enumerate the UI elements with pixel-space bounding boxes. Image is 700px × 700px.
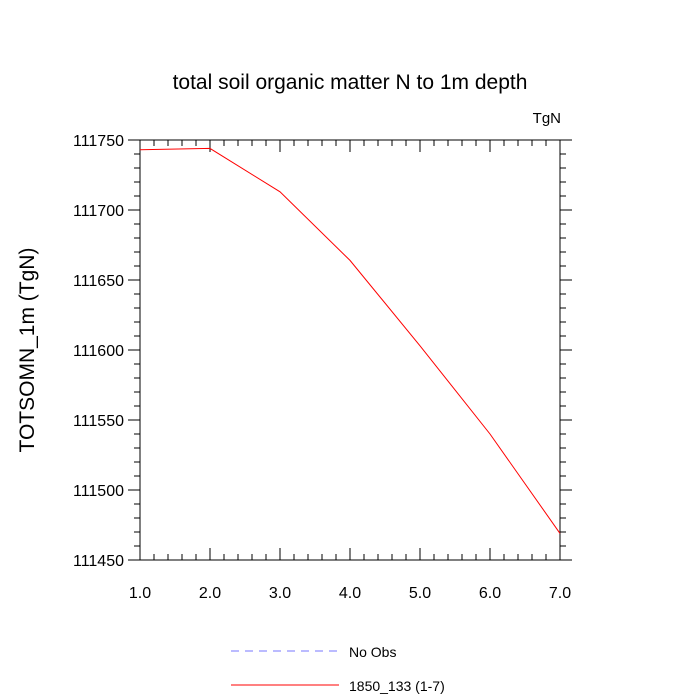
y-tick-label: 111650: [73, 273, 124, 290]
y-tick-label: 111550: [73, 413, 124, 430]
y-tick-label: 111500: [73, 483, 124, 500]
series-line-0: [139, 147, 561, 534]
y-tick-labels: 111450 111500 111550 111600 111650 111700 1117…: [73, 133, 124, 570]
x-tick-label: 1.0: [129, 585, 151, 602]
x-tick-label: 5.0: [409, 585, 431, 602]
x-tick-label: 4.0: [339, 585, 361, 602]
x-tick-label: 7.0: [549, 585, 571, 602]
x-tick-label: 6.0: [479, 585, 501, 602]
units-label: TgN: [533, 110, 561, 127]
legend: No Obs 1850_133 (1-7): [231, 644, 445, 694]
plot-frame: [139, 139, 561, 561]
y-axis-title: TOTSOMN_1m (TgN): [16, 248, 39, 453]
x-tick-label: 3.0: [269, 585, 291, 602]
y-tick-label: 111750: [73, 133, 124, 150]
y-tick-label: 111450: [73, 553, 124, 570]
legend-label-no-obs: No Obs: [349, 644, 396, 660]
series-layer: [139, 147, 561, 534]
chart-title: total soil organic matter N to 1m depth: [173, 71, 528, 94]
x-tick-label: 2.0: [199, 585, 221, 602]
x-tick-labels: 1.0 2.0 3.0 4.0 5.0 6.0 7.0: [129, 585, 571, 602]
y-tick-label: 111700: [73, 203, 124, 220]
y-tick-label: 111600: [73, 343, 124, 360]
legend-label-1850-133: 1850_133 (1-7): [349, 678, 445, 694]
axis-ticks: [128, 139, 572, 561]
